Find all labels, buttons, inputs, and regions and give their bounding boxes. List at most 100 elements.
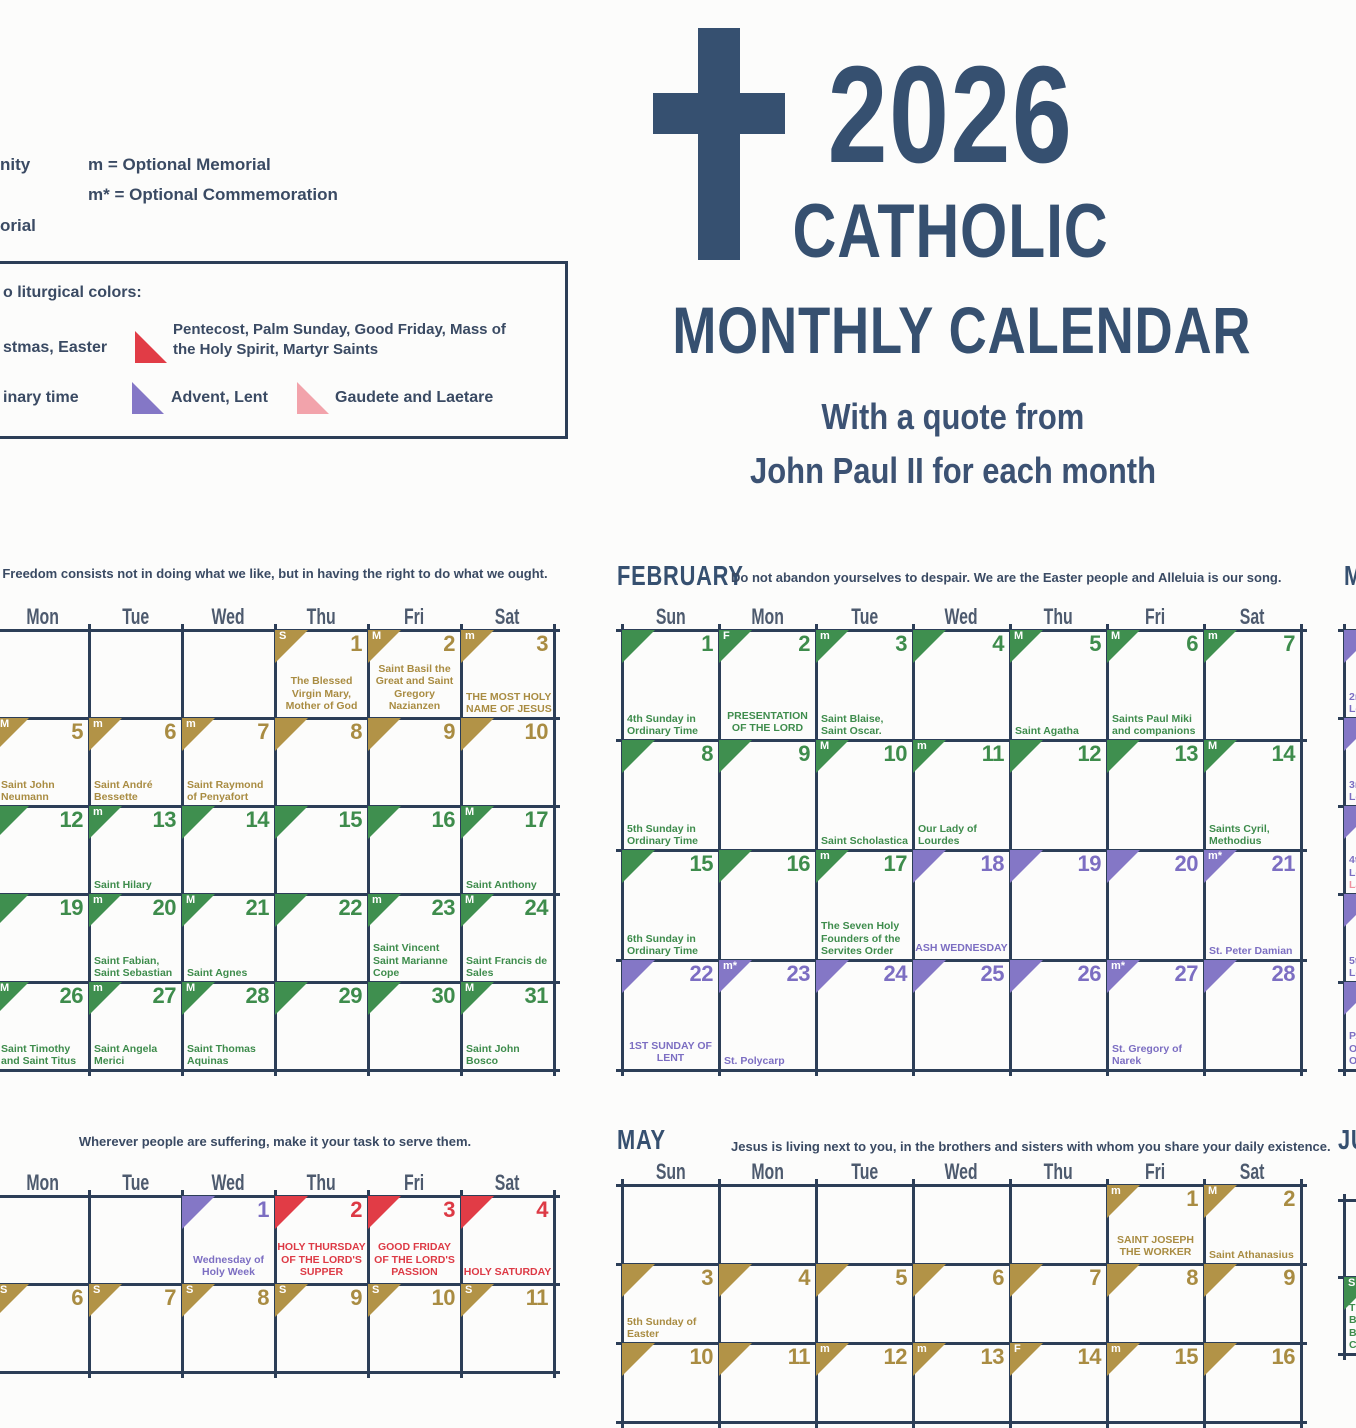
celebration-text: 5th Sunday of Lent [1349,954,1356,979]
day-header-sat: Sat [1240,1159,1265,1184]
day-number: 5 [71,719,83,744]
grid-line [616,738,1307,742]
day-header-fri: Fri [404,1170,425,1195]
celebration-text: Saint Hilary [94,878,152,891]
grid-line [616,1183,1307,1187]
rank-badge: M [186,982,196,994]
cross-icon [698,28,740,260]
rank-badge: m* [1111,960,1126,972]
liturgical-color-triangle [1204,1264,1237,1297]
day-cell-may-8: 8 [1107,1264,1204,1343]
liturgical-color-triangle [622,1343,655,1376]
grid-line [616,1341,1307,1345]
rank-badge: M [820,740,830,752]
grid-line [1299,624,1303,1076]
rank-badge: M [465,894,475,906]
key-optional-commemoration: m* = Optional Commemoration [88,185,338,204]
celebration-text: 4th Sunday in Ordinary Time [627,712,698,737]
day-number: 14 [1077,1344,1102,1369]
celebration-text: Saint John Neumann [1,778,55,803]
liturgical-color-triangle [182,894,215,927]
day-cell-may-10: 10 [622,1343,719,1422]
day-cell-may-1: m 1 SAINT JOSEPH THE WORKER [1107,1185,1204,1264]
day-header-fri: Fri [1145,1159,1166,1184]
liturgical-color-triangle [622,850,655,883]
day-cell-april-11: S 11 [461,1284,554,1372]
liturgical-color-triangle [461,894,494,927]
rank-badge: m [1111,1343,1121,1355]
rank-badge: F [723,630,730,642]
liturgical-color-triangle [275,1196,308,1229]
celebration-text: St. Peter Damian [1209,944,1293,957]
rank-badge: S [465,1284,473,1296]
color-key-pink-label: Gaudete and Laetare [335,389,494,406]
liturgical-color-triangle [368,982,401,1015]
day-cell-may-3: 3 5th Sunday of Easter [622,1264,719,1343]
day-number: 7 [1283,631,1295,656]
liturgical-color-triangle [461,806,494,839]
color-key-heading: o liturgical colors: [3,284,142,301]
month-quote-april: Wherever people are suffering, make it y… [78,1134,472,1149]
liturgical-color-triangle [1344,894,1356,927]
grid-line [1008,1179,1012,1428]
day-number: 11 [981,741,1005,766]
day-cell-february-2: F 2 PRESENTATION OF THE LORD [719,630,816,740]
day-number: 1 [257,1197,269,1222]
day-number: 18 [980,851,1005,876]
celebration-text: Wednesday of Holy Week [193,1253,264,1278]
celebration-text: St. Gregory of Narek [1112,1042,1183,1067]
rank-badge: M [1014,630,1024,642]
day-header-sat: Sat [495,604,520,629]
color-key-green-label: inary time [3,389,79,406]
grid-line [459,624,463,1076]
day-header-wed: Wed [944,604,979,629]
liturgical-color-triangle [913,630,946,663]
day-cell-january-15: 15 [275,806,368,894]
day-number: 6 [164,719,176,744]
liturgical-color-triangle [461,982,494,1015]
day-header-thu: Thu [1043,604,1074,629]
day-number: 22 [338,895,363,920]
liturgical-color-triangle [182,806,215,839]
liturgical-color-triangle [1107,630,1140,663]
grid-line [616,958,1307,962]
day-cell-february-21: m* 21 St. Peter Damian [1204,850,1301,960]
liturgical-color-triangle [1010,1264,1043,1297]
liturgical-color-triangle [461,1196,494,1229]
liturgical-color-triangle [622,630,655,663]
liturgical-color-triangle [719,850,752,883]
liturgical-color-triangle [1010,740,1043,773]
celebration-text: Saint Timothy and Saint Titus [1,1042,77,1067]
title-monthly-calendar: MONTHLY CALENDAR [672,293,1252,367]
day-number: 10 [431,1285,456,1310]
celebration-text: GOOD FRIDAY OF THE LORD'S PASSION [374,1241,455,1278]
day-number: 26 [1077,961,1102,986]
celebration-text: Saint Thomas Aquinas [187,1042,256,1067]
rank-badge: m [820,1343,830,1355]
liturgical-color-triangle [913,850,946,883]
day-number: 7 [1089,1265,1101,1290]
celebration-text: Saints Cyril, Methodius [1209,822,1270,847]
rank-badge: m [93,718,103,730]
day-header-sun: Sun [655,604,686,629]
celebration-text: 4th Sunday of LentLaetare Sunday [1349,854,1356,891]
day-number: 9 [1283,1265,1295,1290]
day-number: 13 [980,1344,1005,1369]
liturgical-color-triangle [275,806,308,839]
rank-badge: m [372,894,382,906]
day-number: 2 [350,1197,362,1222]
day-number: 3 [895,631,907,656]
day-cell-january-24: M 24 Saint Francis de Sales [461,894,554,982]
day-number: 14 [1271,741,1296,766]
day-cell-january-6: m 6 Saint André Bessette [89,718,182,806]
celebration-text: THE MOST HOLY NAME OF JESUS [466,690,552,715]
grid-line [552,1190,556,1378]
day-number: 2 [798,631,810,656]
celebration-text: Saint Agatha [1015,724,1079,737]
celebration-text: Saint Angela Merici [94,1042,158,1067]
liturgical-color-triangle [816,850,849,883]
rank-badge: m [820,850,830,862]
celebration-text: PALM SUNDAY OF THE PASSION OF THE LORD [1349,1030,1356,1067]
day-header-tue: Tue [850,604,878,629]
day-number: 2 [1283,1186,1295,1211]
